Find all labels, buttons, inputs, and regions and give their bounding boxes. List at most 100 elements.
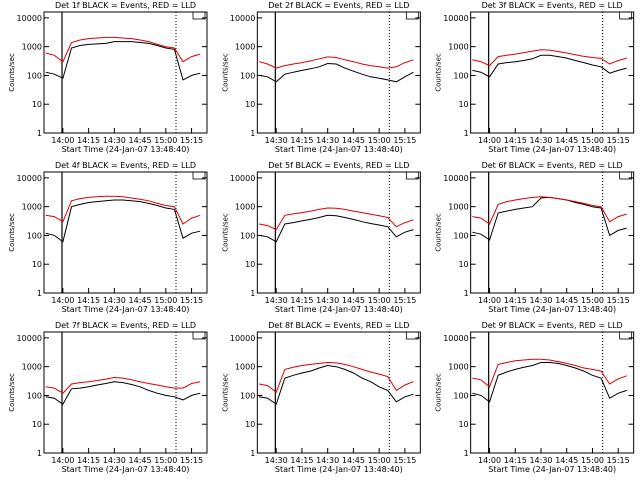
chart-title: Det 7f BLACK = Events, RED = LLD [55,321,196,330]
x-axis-label: Start Time (24-Jan-07 13:48:40) [488,145,616,154]
y-tick-label: 100 [453,71,468,80]
plot-frame [256,171,421,294]
x-tick-label: 14:30 [103,296,126,305]
series-line [258,364,414,405]
x-tick-label: 15:00 [368,456,391,465]
y-tick-label: 10 [245,260,255,269]
x-tick-label: 14:15 [77,296,100,305]
y-tick-label: 100 [240,231,255,240]
x-tick-label: 15:00 [154,136,177,145]
y-tick-label: 100 [240,391,255,400]
plot-frame [256,11,421,134]
plot-frame [470,11,635,134]
x-tick-label: 14:30 [529,456,552,465]
series-line [258,361,414,394]
x-tick-label: 15:15 [607,456,630,465]
y-tick-label: 1 [37,289,42,298]
y-tick-label: 1000 [448,203,468,212]
y-axis-label: Counts/sec [435,373,443,412]
x-tick-label: 14:30 [529,136,552,145]
x-tick-label: 14:30 [103,136,126,145]
y-axis-label: Counts/sec [221,53,229,92]
x-tick-label: 15:00 [154,456,177,465]
x-tick-label: 14:45 [342,136,365,145]
x-tick-label: 14:00 [478,136,501,145]
series-line [258,214,414,243]
x-tick-label: 15:00 [154,296,177,305]
y-tick-label: 10000 [17,334,42,343]
x-tick-label: 14:30 [103,456,126,465]
x-tick-label: 14:00 [478,456,501,465]
panel: Det 6f BLACK = Events, RED = LLD Start Ti… [435,161,635,314]
panel: Det 8f BLACK = Events, RED = LLD Start Ti… [221,321,421,474]
x-tick-label: 15:15 [607,136,630,145]
y-tick-label: 1 [37,449,42,458]
y-tick-label: 100 [27,231,42,240]
y-tick-label: 1 [250,289,255,298]
y-tick-label: 1000 [235,363,255,372]
plot-frame [470,171,635,294]
y-tick-label: 10 [32,260,42,269]
y-tick-label: 1 [464,129,469,138]
x-tick-label: 14:15 [77,136,100,145]
chart-title: Det 9f BLACK = Events, RED = LLD [482,321,623,330]
chart-title: Det 3f BLACK = Events, RED = LLD [482,1,623,10]
x-tick-label: 15:00 [581,456,604,465]
series-line [472,49,627,67]
y-tick-label: 1000 [22,43,42,52]
x-tick-label: 14:30 [265,136,288,145]
y-tick-label: 10000 [443,174,468,183]
y-tick-label: 100 [240,71,255,80]
x-tick-label: 15:15 [393,296,416,305]
plot-frame [43,331,208,454]
series-line [45,195,201,225]
y-tick-label: 1 [37,129,42,138]
series-line [45,41,201,81]
x-axis-label: Start Time (24-Jan-07 13:48:40) [62,465,190,474]
x-tick-label: 14:15 [290,136,313,145]
y-tick-label: 10000 [443,14,468,23]
panel: Det 3f BLACK = Events, RED = LLD Start Ti… [435,1,635,154]
y-tick-label: 10 [458,420,468,429]
y-tick-label: 1000 [235,43,255,52]
x-tick-label: 15:15 [393,456,416,465]
y-tick-label: 1000 [235,203,255,212]
x-tick-label: 14:45 [342,456,365,465]
x-tick-label: 14:45 [342,296,365,305]
y-axis-label: Counts/sec [8,53,16,92]
y-tick-label: 1 [464,449,469,458]
x-axis-label: Start Time (24-Jan-07 13:48:40) [62,305,190,314]
plot-frame [470,331,635,454]
panel: Det 4f BLACK = Events, RED = LLD Start Ti… [8,161,208,314]
x-tick-label: 14:45 [555,456,578,465]
x-tick-label: 14:45 [129,136,152,145]
chart-title: Det 4f BLACK = Events, RED = LLD [55,161,196,170]
series-line [472,358,627,388]
x-tick-label: 14:45 [129,456,152,465]
y-tick-label: 1000 [22,363,42,372]
x-tick-label: 15:00 [368,296,391,305]
series-line [45,199,201,243]
y-tick-label: 10 [458,100,468,109]
x-tick-label: 14:30 [265,456,288,465]
y-tick-label: 10000 [230,174,255,183]
y-tick-label: 10000 [230,334,255,343]
y-tick-label: 10000 [443,334,468,343]
x-tick-label: 14:15 [504,296,527,305]
x-tick-label: 14:45 [555,136,578,145]
x-tick-label: 14:15 [504,456,527,465]
x-tick-label: 14:30 [316,296,339,305]
panel: Det 2f BLACK = Events, RED = LLD Start Ti… [221,1,421,154]
y-tick-label: 100 [453,231,468,240]
x-tick-label: 14:15 [290,296,313,305]
x-axis-label: Start Time (24-Jan-07 13:48:40) [275,305,403,314]
x-tick-label: 14:45 [555,296,578,305]
y-tick-label: 1000 [448,43,468,52]
y-tick-label: 10 [245,420,255,429]
x-tick-label: 14:00 [51,136,74,145]
y-tick-label: 1000 [22,203,42,212]
y-axis-label: Counts/sec [221,213,229,252]
x-tick-label: 14:30 [529,296,552,305]
